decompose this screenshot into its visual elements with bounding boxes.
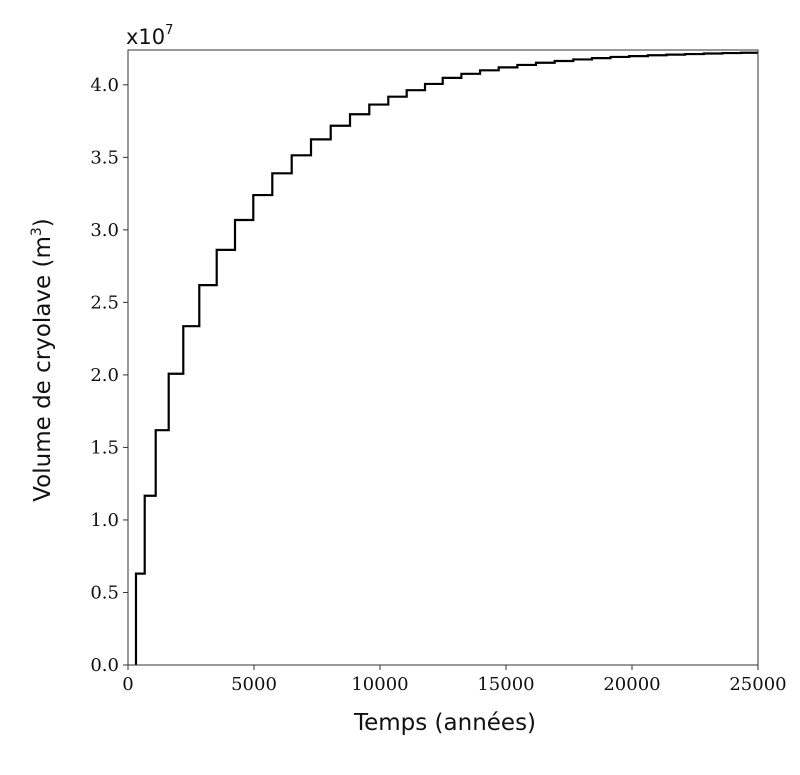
- y-tick-label: 0.0: [90, 655, 119, 676]
- y-tick-label: 1.0: [90, 510, 119, 531]
- y-tick-label: 0.5: [90, 582, 119, 603]
- x-axis-label: Temps (années): [353, 710, 536, 736]
- y-tick-label: 3.0: [90, 220, 119, 241]
- y-tick-label: 4.0: [90, 75, 119, 96]
- plot-frame: [127, 49, 759, 666]
- x-axis-ticks: 0 5000 10000 15000 20000 25000: [122, 665, 787, 695]
- y-tick-label: 1.5: [90, 437, 119, 458]
- y-tick-label: 2.5: [90, 292, 119, 313]
- x-tick-label: 15000: [477, 674, 534, 695]
- x-tick-label: 10000: [351, 674, 408, 695]
- y-tick-label: 3.5: [90, 147, 119, 168]
- y-axis-label: Volume de cryolave (m3): [29, 218, 56, 502]
- x-tick-label: 25000: [729, 674, 786, 695]
- y-axis-ticks: 0.0 0.5 1.0 1.5 2.0 2.5 3.0 3.5 4.0: [90, 75, 128, 676]
- y-multiplier: x107: [126, 23, 173, 49]
- y-tick-label: 2.0: [90, 365, 119, 386]
- x-tick-label: 5000: [231, 674, 277, 695]
- x-tick-label: 20000: [603, 674, 660, 695]
- series-line-volume: [134, 51, 758, 665]
- x-tick-label: 0: [122, 674, 133, 695]
